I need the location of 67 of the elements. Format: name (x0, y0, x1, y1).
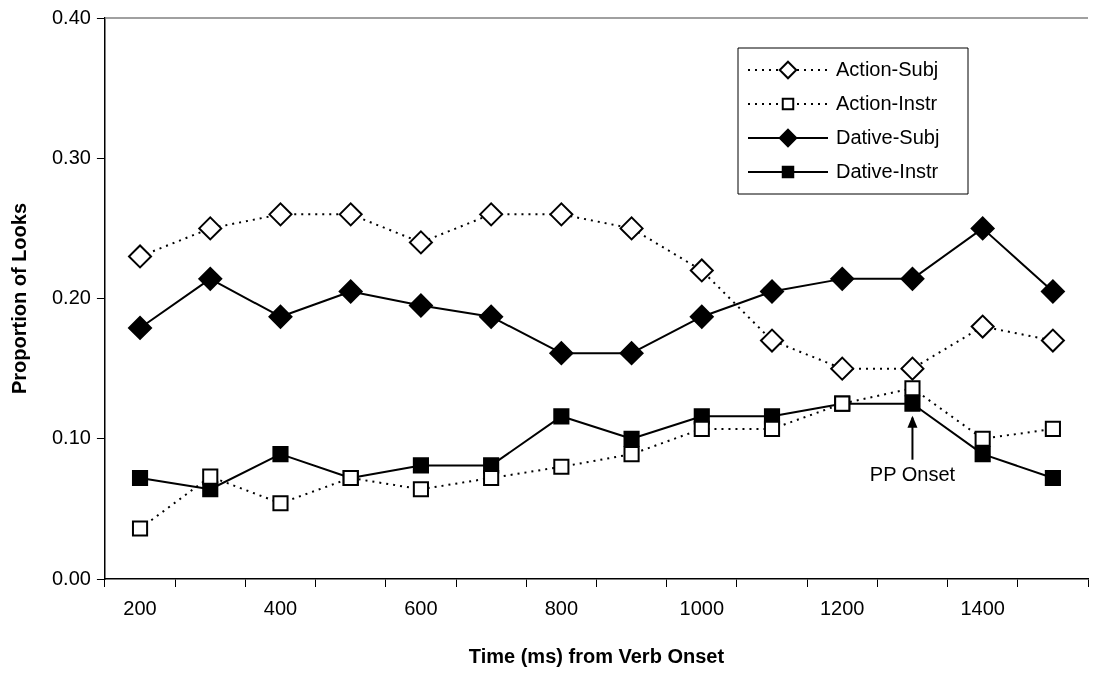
point (549, 341, 574, 366)
legend-label: Action-Instr (836, 91, 938, 114)
point (904, 395, 921, 412)
point (268, 202, 293, 227)
x-tick-label: 600 (404, 596, 438, 619)
point (970, 216, 995, 241)
point (412, 457, 429, 474)
point (623, 430, 640, 447)
point (338, 279, 363, 304)
point (623, 446, 640, 463)
point (619, 216, 644, 241)
y-tick-label: 0.10 (51, 426, 91, 449)
y-axis-title: Proportion of Looks (7, 202, 30, 395)
point (1044, 469, 1061, 487)
point (974, 446, 991, 463)
y-tick-label: 0.20 (51, 286, 91, 309)
legend-label: Action-Subj (836, 57, 939, 80)
point (128, 315, 153, 340)
point (693, 420, 710, 437)
legend-label: Dative-Subj (836, 125, 940, 148)
point (198, 266, 223, 291)
point (970, 314, 995, 339)
point (553, 408, 570, 425)
point (198, 216, 223, 241)
point (689, 304, 714, 329)
point (619, 341, 644, 366)
point (483, 469, 500, 487)
legend-label: Dative-Instr (836, 159, 939, 182)
point (900, 356, 925, 381)
point (408, 230, 433, 255)
y-tick-label: 0.40 (51, 5, 91, 28)
point (830, 266, 855, 291)
y-tick-label: 0.30 (51, 145, 91, 168)
point (412, 481, 429, 498)
point (272, 446, 289, 463)
point (1040, 279, 1065, 304)
point (904, 380, 921, 397)
point (549, 202, 574, 227)
x-axis-title: Time (ms) from Verb Onset (468, 644, 725, 667)
point (830, 356, 855, 381)
point (974, 430, 991, 447)
point (553, 458, 570, 475)
point (1044, 420, 1061, 437)
point (479, 304, 504, 329)
x-tick-label: 1200 (819, 596, 865, 619)
point (479, 202, 504, 227)
point (268, 304, 293, 329)
x-tick-label: 1400 (960, 596, 1005, 619)
point (900, 266, 925, 291)
x-tick-label: 200 (123, 596, 157, 619)
x-tick-label: 1000 (679, 596, 725, 619)
point (202, 468, 219, 485)
y-tick-label: 0.00 (51, 566, 91, 589)
point (131, 469, 149, 487)
x-tick-label: 800 (544, 596, 579, 619)
point (1040, 328, 1065, 353)
point (689, 258, 714, 283)
point (760, 279, 785, 304)
point (338, 202, 363, 227)
point (131, 520, 149, 537)
point (272, 495, 289, 512)
point (408, 293, 433, 318)
point (128, 244, 153, 269)
x-tick-label: 400 (263, 596, 298, 619)
point (763, 420, 781, 437)
point (760, 328, 785, 353)
annotation: PP Onset (869, 463, 956, 486)
